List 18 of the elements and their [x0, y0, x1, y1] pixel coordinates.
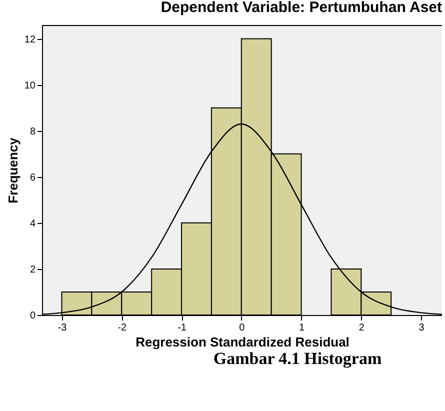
x-tick-label: 3: [418, 322, 425, 334]
y-tick-label: 8: [30, 126, 36, 138]
x-tick-label: -3: [58, 322, 68, 334]
y-tick-label: 12: [24, 34, 36, 46]
x-axis-title: Regression Standardized Residual: [136, 334, 350, 350]
chart-title: Dependent Variable: Pertumbuhan Aset: [160, 0, 442, 16]
x-tick-label: 2: [358, 322, 365, 334]
y-tick-label: 0: [30, 310, 36, 322]
y-tick-label: 4: [30, 218, 36, 230]
y-tick-label: 2: [30, 264, 36, 276]
y-tick-label: 10: [24, 80, 36, 92]
text: Gambar 4.1 Histogram: [212, 349, 383, 369]
y-tick-label: 6: [30, 172, 36, 184]
x-tick-label: -2: [118, 322, 128, 334]
x-tick-label: 0: [239, 322, 246, 334]
x-tick-label: 1: [299, 322, 305, 334]
y-axis-title: Frequency: [5, 136, 20, 204]
x-tick-label: -1: [178, 322, 187, 334]
